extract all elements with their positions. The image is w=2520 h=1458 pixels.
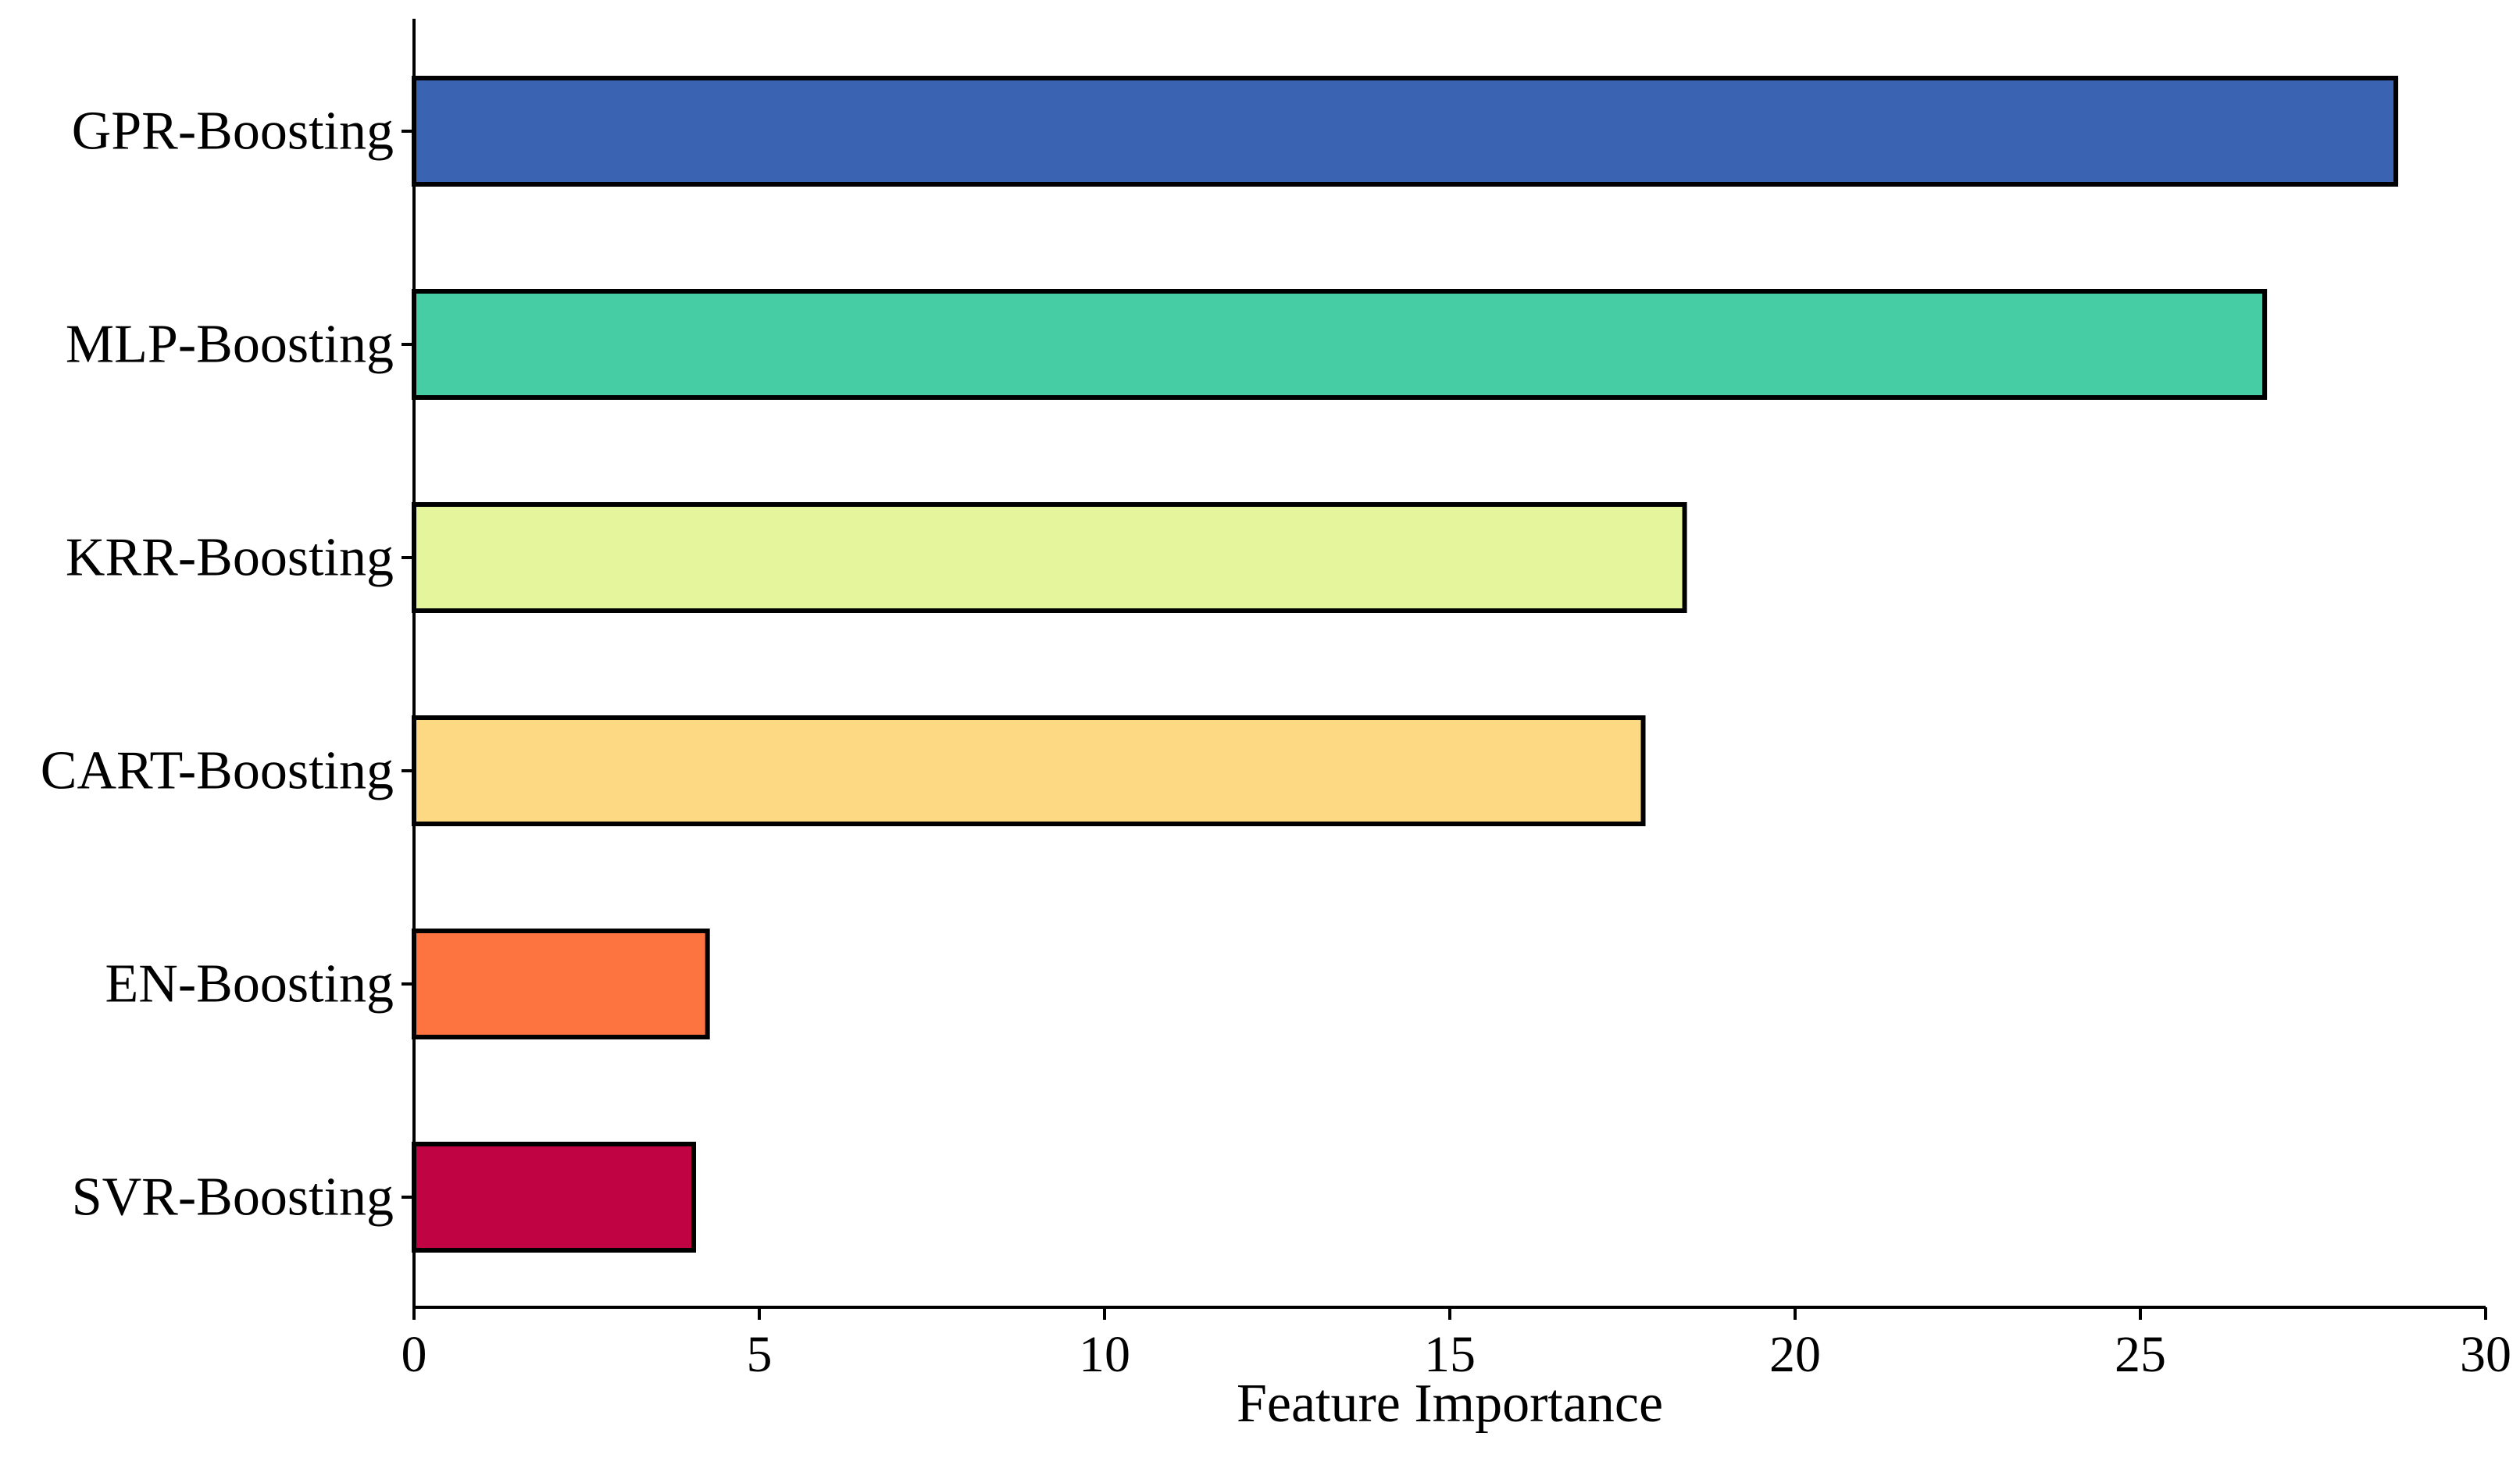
x-tick-label: 0 bbox=[402, 1326, 427, 1383]
category-label: KRR-Boosting bbox=[66, 528, 394, 588]
bars-layer bbox=[412, 76, 2399, 1253]
ticks-layer: 0 5 10 15 20 25 30 bbox=[402, 130, 2511, 1383]
category-labels: GPR-Boosting MLP-Boosting KRR-Boosting CART… bbox=[41, 102, 394, 1228]
bar-mlp-boosting bbox=[412, 289, 2268, 400]
axes-layer bbox=[412, 19, 2486, 1309]
category-label: CART-Boosting bbox=[41, 741, 394, 801]
category-label: GPR-Boosting bbox=[72, 102, 394, 162]
x-tick-label: 25 bbox=[2115, 1326, 2166, 1383]
x-tick-label: 15 bbox=[1424, 1326, 1476, 1383]
bar-cart-boosting bbox=[412, 715, 1646, 826]
bar-en-boosting bbox=[412, 929, 710, 1039]
x-tick-label: 10 bbox=[1079, 1326, 1130, 1383]
x-tick-label: 30 bbox=[2460, 1326, 2511, 1383]
bar-svr-boosting bbox=[412, 1142, 697, 1253]
x-tick-label: 5 bbox=[747, 1326, 773, 1383]
category-label: EN-Boosting bbox=[105, 954, 394, 1014]
x-tick-label: 20 bbox=[1769, 1326, 1821, 1383]
category-label: MLP-Boosting bbox=[66, 315, 394, 375]
x-axis-title: Feature Importance bbox=[1237, 1374, 1663, 1434]
bar-gpr-boosting bbox=[412, 76, 2399, 187]
category-label: SVR-Boosting bbox=[72, 1167, 394, 1228]
bar-krr-boosting bbox=[412, 502, 1687, 613]
